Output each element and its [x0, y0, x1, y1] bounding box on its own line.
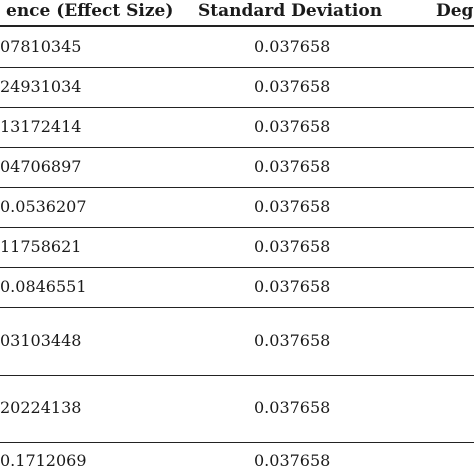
table-cell-sd: 0.037658	[254, 331, 331, 350]
table-cell-sd: 0.037658	[254, 197, 331, 216]
table-cell-difference: 11758621	[0, 237, 82, 256]
table-cell-difference: 03103448	[0, 331, 82, 350]
header-rule	[0, 25, 474, 27]
row-divider	[0, 442, 474, 443]
table-cell-difference: 0.1712069	[0, 451, 87, 470]
row-divider	[0, 375, 474, 376]
table-cell-sd: 0.037658	[254, 157, 331, 176]
row-divider	[0, 227, 474, 228]
table-cell-sd: 0.037658	[254, 37, 331, 56]
row-divider	[0, 187, 474, 188]
table-cell-sd: 0.037658	[254, 77, 331, 96]
table-cell-sd: 0.037658	[254, 277, 331, 296]
row-divider	[0, 107, 474, 108]
table-cell-difference: 0.0846551	[0, 277, 87, 296]
row-divider	[0, 267, 474, 268]
table-cell-sd: 0.037658	[254, 451, 331, 470]
table-cell-difference: 0.0536207	[0, 197, 87, 216]
table-cell-sd: 0.037658	[254, 398, 331, 417]
table-cell-difference: 20224138	[0, 398, 82, 417]
header-standard-deviation: Standard Deviation	[198, 1, 383, 21]
table-cell-difference: 04706897	[0, 157, 82, 176]
table-cell-sd: 0.037658	[254, 117, 331, 136]
row-divider	[0, 67, 474, 68]
table-cell-difference: 13172414	[0, 117, 82, 136]
header-difference-effect-size: ence (Effect Size)	[6, 1, 174, 21]
header-degrees: Deg	[436, 1, 474, 21]
table-cell-difference: 07810345	[0, 37, 82, 56]
table-cell-difference: 24931034	[0, 77, 82, 96]
row-divider	[0, 147, 474, 148]
row-divider	[0, 307, 474, 308]
table-cell-sd: 0.037658	[254, 237, 331, 256]
